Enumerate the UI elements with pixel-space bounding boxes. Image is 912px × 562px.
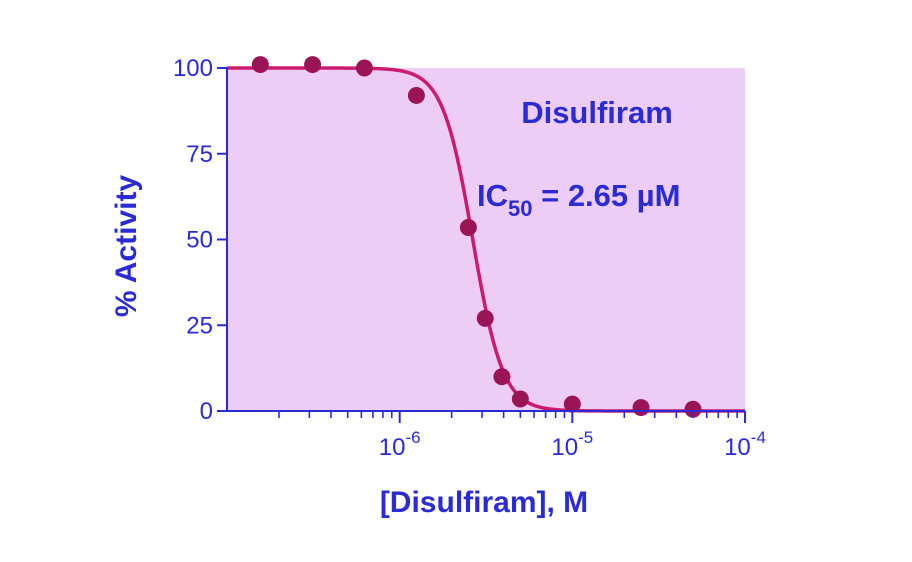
y-ticks: 0 25 50 75 100	[173, 55, 227, 425]
data-point	[632, 399, 650, 417]
data-point	[493, 368, 511, 386]
plot-area	[227, 68, 745, 411]
x-tick-label: 10-6	[379, 428, 421, 461]
ic50-prefix: IC	[477, 178, 508, 213]
x-axis-title: [Disulfiram], M	[380, 486, 588, 519]
y-tick-label: 75	[186, 141, 213, 168]
y-tick-label: 0	[200, 398, 213, 425]
ic50-label: IC50 = 2.65 µM	[477, 178, 680, 221]
data-point	[684, 400, 702, 418]
y-tick-label: 100	[173, 55, 213, 82]
ic50-subscript: 50	[508, 196, 532, 221]
data-point	[459, 218, 477, 236]
data-point	[355, 59, 373, 77]
ic50-value: = 2.65 µM	[532, 178, 680, 213]
y-tick-label: 25	[186, 312, 213, 339]
y-tick-label: 50	[186, 227, 213, 254]
data-point	[304, 56, 322, 74]
data-point	[563, 395, 581, 413]
y-axis-title: % Activity	[110, 175, 143, 318]
compound-label: Disulfiram	[521, 95, 673, 130]
data-point	[511, 390, 529, 408]
x-tick-label: 10-5	[551, 428, 593, 461]
x-tick-label: 10-4	[724, 428, 766, 461]
data-point	[407, 86, 425, 104]
data-point	[476, 309, 494, 327]
data-points	[251, 56, 702, 418]
x-ticks: 10-6 10-5 10-4	[278, 411, 766, 461]
data-point	[251, 56, 269, 74]
